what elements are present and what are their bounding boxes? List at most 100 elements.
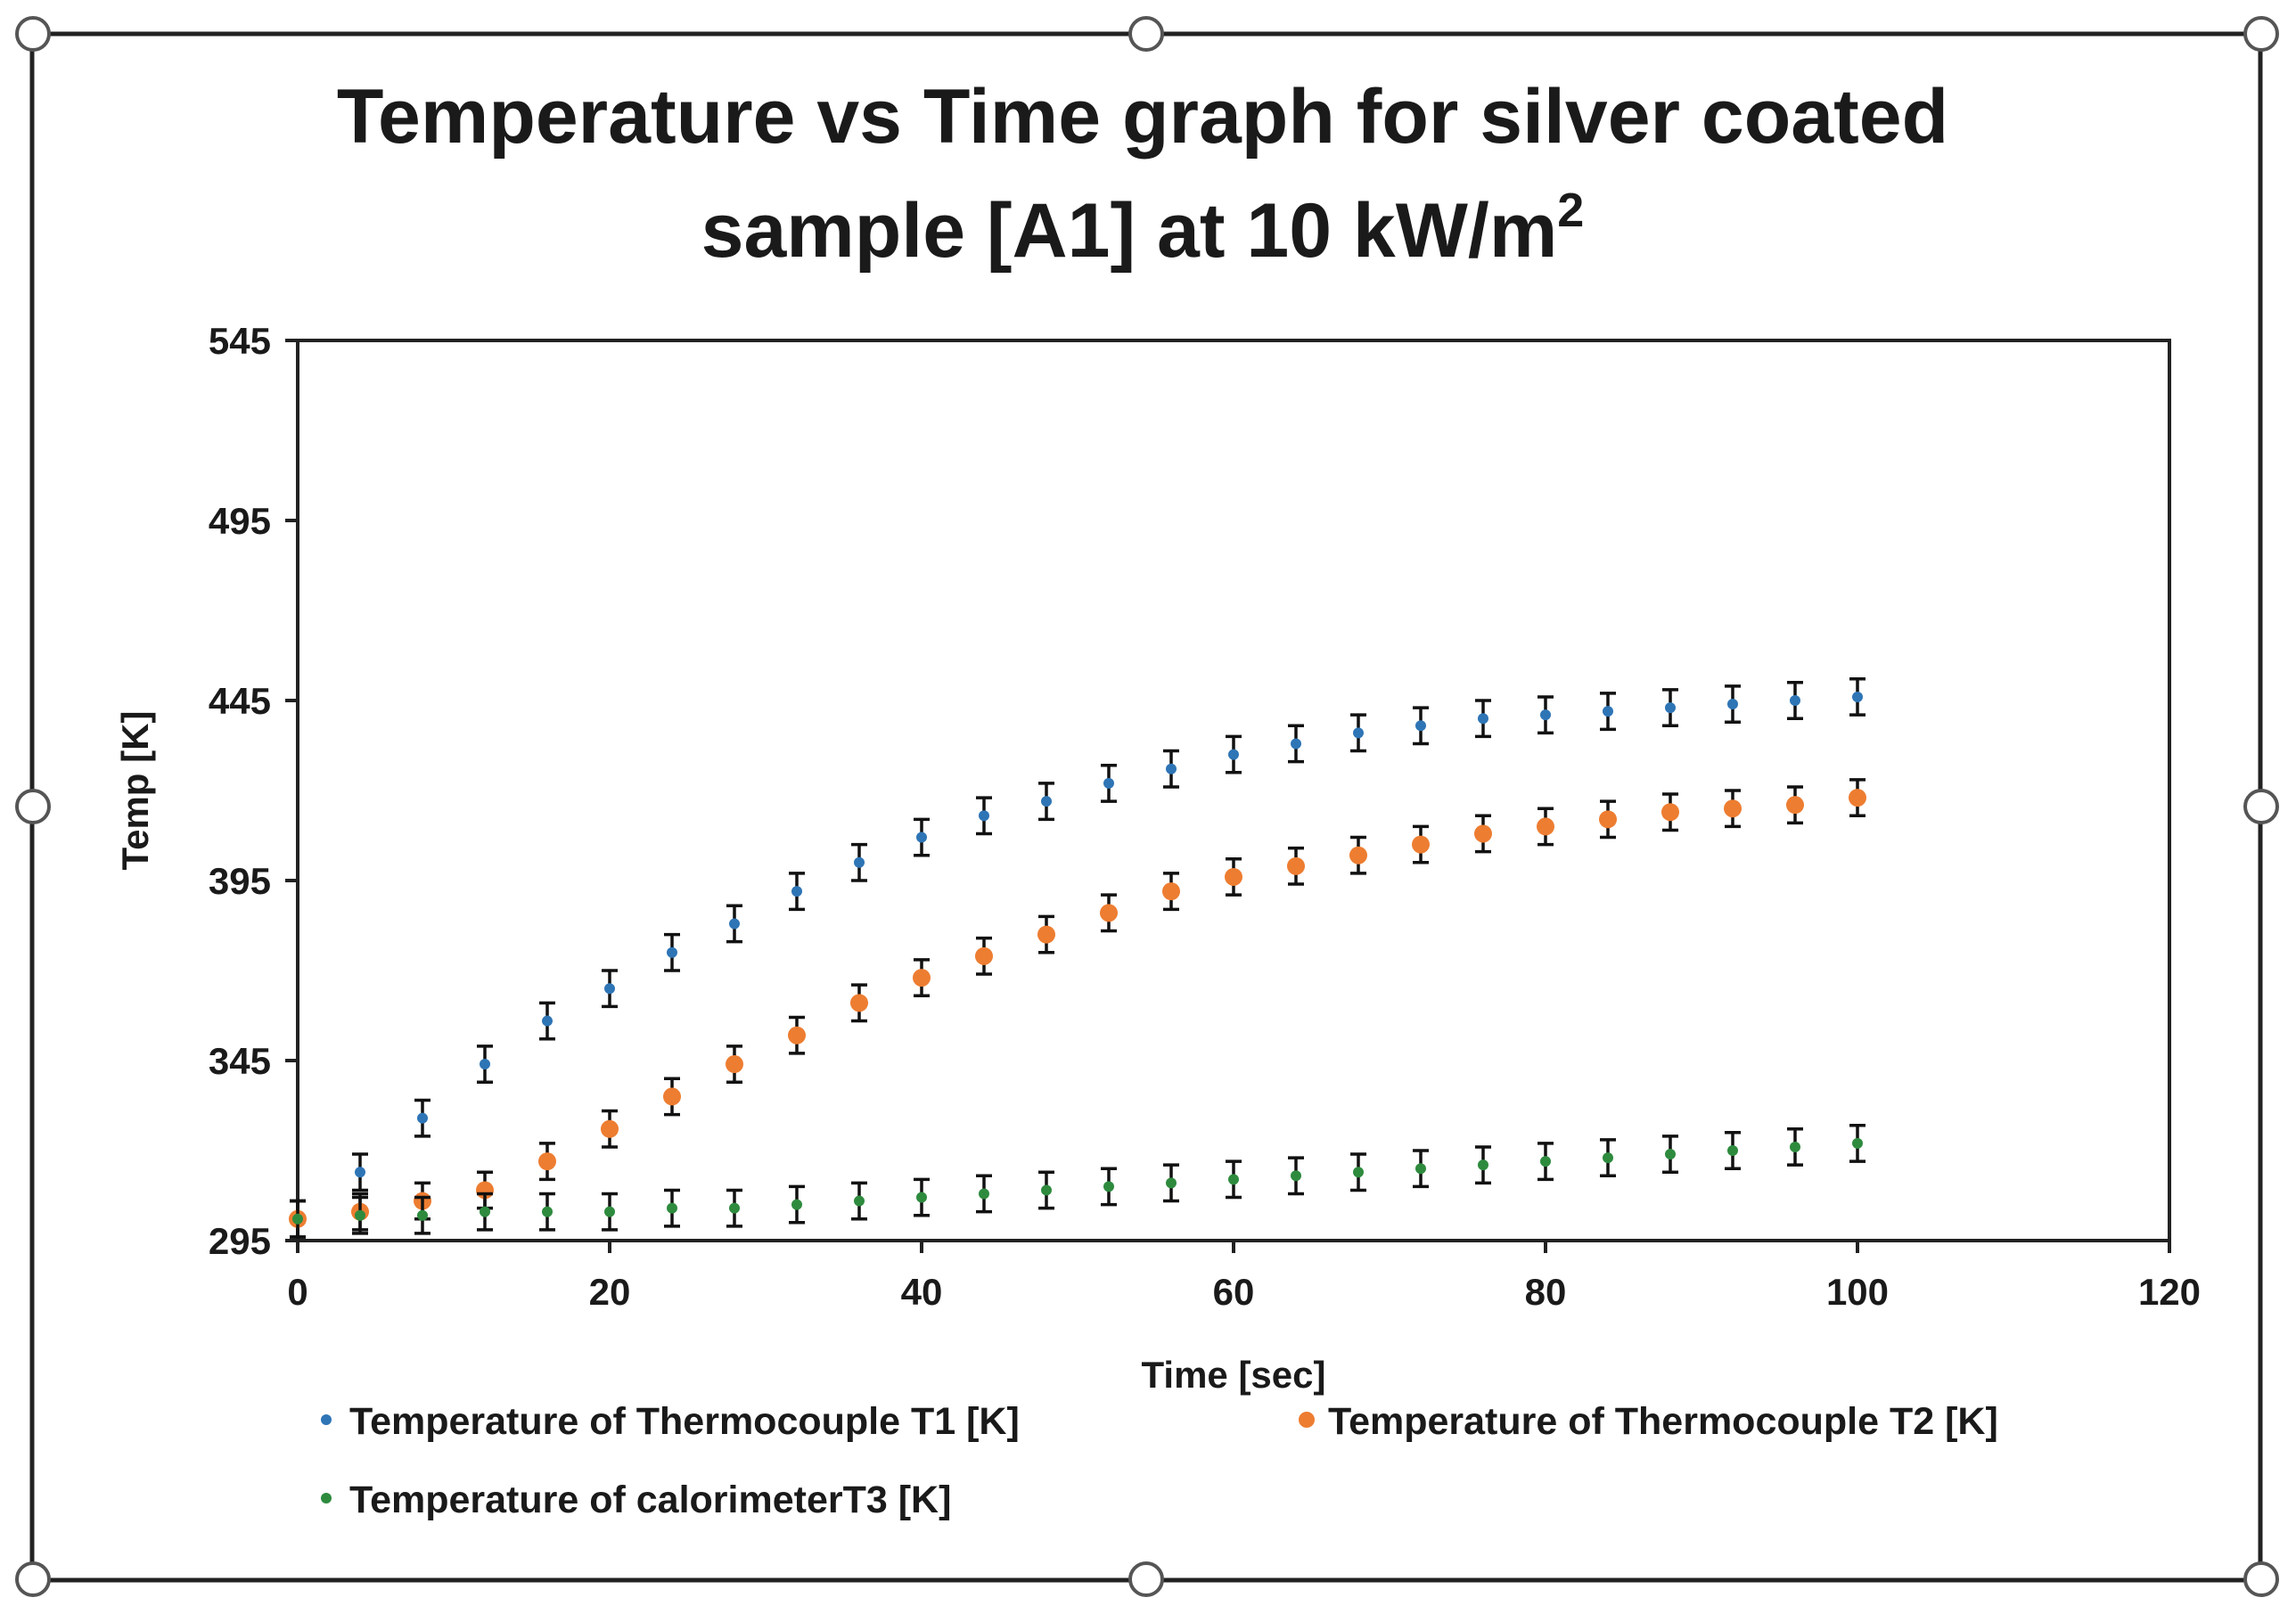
resize-handle-bottom-left[interactable] [15, 1561, 51, 1597]
data-point [355, 1209, 365, 1221]
x-axis-label: Time [sec] [1142, 1354, 1326, 1396]
data-point [1291, 738, 1301, 750]
series-3 [290, 1123, 1866, 1239]
x-tick-label: 100 [1826, 1271, 1889, 1313]
y-tick-label: 545 [209, 320, 271, 362]
data-point [979, 810, 989, 822]
legend-marker-t1 [321, 1414, 332, 1425]
data-point [1162, 882, 1180, 901]
legend-marker-t3 [321, 1493, 332, 1503]
data-point [480, 1206, 490, 1217]
data-point [1291, 1170, 1301, 1182]
data-point [1474, 824, 1492, 843]
chart-title-line2: sample [A1] at 10 kW/m2 [701, 184, 1585, 274]
data-point [1603, 706, 1613, 717]
data-point [1100, 904, 1118, 922]
data-point [1727, 699, 1738, 710]
data-point [1228, 1174, 1239, 1185]
x-tick-label: 0 [287, 1271, 308, 1313]
chart-title: Temperature vs Time graph for silver coa… [337, 74, 1948, 160]
x-tick-label: 40 [901, 1271, 943, 1313]
data-point [1166, 763, 1177, 774]
data-point [1599, 810, 1617, 829]
y-axis-ticks: 295 345 395 445 495 545 [209, 320, 298, 1262]
data-point [850, 994, 868, 1012]
data-point [1415, 1163, 1426, 1175]
data-point [667, 946, 677, 958]
data-point [1786, 796, 1804, 815]
data-point [1724, 799, 1742, 818]
resize-handle-top-right[interactable] [2243, 16, 2279, 52]
data-point [788, 1026, 806, 1045]
x-tick-label: 20 [589, 1271, 631, 1313]
data-point [791, 1199, 802, 1210]
data-point [854, 1195, 865, 1207]
data-point [542, 1015, 553, 1027]
data-point [1166, 1177, 1177, 1189]
resize-handle-middle-left[interactable] [15, 789, 51, 824]
data-point [1661, 803, 1679, 822]
data-point [979, 1188, 989, 1200]
data-point [916, 1192, 927, 1203]
x-axis-ticks: 0 20 40 60 80 100 120 [287, 1241, 2201, 1313]
resize-handle-bottom-right[interactable] [2243, 1561, 2279, 1597]
data-point [1478, 713, 1488, 725]
resize-handle-top-center[interactable] [1128, 16, 1164, 52]
data-point [1412, 835, 1430, 854]
data-point [1353, 1167, 1364, 1178]
y-axis-label: Temp [K] [114, 711, 156, 871]
data-point [1540, 1156, 1551, 1167]
y-tick-label: 345 [209, 1040, 271, 1082]
data-point [1852, 1137, 1863, 1149]
data-point [1665, 702, 1676, 714]
data-point [663, 1087, 681, 1106]
data-point [1041, 1184, 1052, 1196]
data-point [975, 946, 993, 965]
data-point [542, 1206, 553, 1217]
data-point [913, 969, 931, 987]
data-point [1228, 749, 1239, 760]
data-point [1041, 796, 1052, 807]
data-point [729, 1202, 740, 1214]
data-point [604, 983, 615, 995]
data-point [1037, 925, 1055, 944]
resize-handle-top-left[interactable] [15, 16, 51, 52]
data-point [1537, 817, 1554, 836]
data-point [729, 918, 740, 930]
resize-handle-bottom-center[interactable] [1128, 1561, 1164, 1597]
data-point [1603, 1152, 1613, 1164]
data-point [417, 1112, 428, 1124]
legend-label-t3: Temperature of calorimeterT3 [K] [349, 1479, 951, 1521]
data-point [601, 1119, 619, 1138]
y-tick-label: 445 [209, 680, 271, 722]
data-point [1225, 867, 1242, 886]
data-point [1540, 709, 1551, 721]
data-point [726, 1055, 743, 1074]
data-point [480, 1059, 490, 1070]
data-point [1415, 720, 1426, 732]
y-tick-label: 295 [209, 1220, 271, 1262]
chart-title-text: sample [A1] at 10 kW/m [701, 188, 1558, 274]
data-point [791, 886, 802, 897]
data-point [417, 1209, 428, 1221]
data-point [1790, 1141, 1800, 1152]
legend-marker-t2 [1299, 1412, 1315, 1428]
series-1 [290, 677, 1866, 1239]
x-tick-label: 120 [2138, 1271, 2201, 1313]
legend: Temperature of Thermocouple T1 [K] Tempe… [321, 1400, 1998, 1521]
data-point [1103, 1181, 1114, 1192]
data-point [1849, 789, 1866, 807]
data-point [1478, 1159, 1488, 1171]
legend-label-t1: Temperature of Thermocouple T1 [K] [349, 1400, 1020, 1443]
resize-handle-middle-right[interactable] [2243, 789, 2279, 824]
data-point [1665, 1149, 1676, 1160]
data-point [1852, 691, 1863, 702]
y-tick-label: 395 [209, 860, 271, 902]
data-point [355, 1167, 365, 1178]
data-point [538, 1152, 556, 1171]
series-layer [289, 677, 1866, 1239]
data-point [667, 1202, 677, 1214]
chart-title-superscript: 2 [1557, 184, 1584, 237]
legend-label-t2: Temperature of Thermocouple T2 [K] [1328, 1400, 1998, 1443]
